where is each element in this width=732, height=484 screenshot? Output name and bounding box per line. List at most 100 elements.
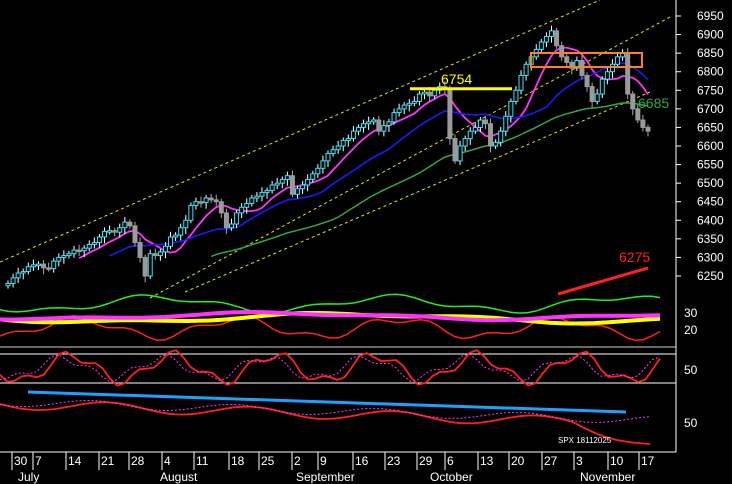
candle-body [482,119,488,125]
support-label: 6685 [638,95,669,111]
price-axis: 6950 6900 6850 6800 6750 6700 6650 6600 6550 6500… [676,9,724,430]
candle-body [513,89,519,102]
x-tick-label: 17 [641,454,655,468]
candle-body [640,119,646,128]
candle-body [152,253,158,257]
y-tick-label: 6650 [697,120,724,134]
candle-body [132,225,138,244]
candle-body [284,175,290,180]
candle-body [218,201,224,214]
candle-body [625,52,631,95]
candle-body [5,282,11,287]
candle-body [168,236,174,247]
candle-body [447,87,453,140]
sma-fast-line [78,46,649,259]
candle-body [416,93,422,102]
candle-body [604,71,610,80]
indicator-panel-2 [0,349,661,387]
candle-body [102,230,108,238]
candle-body [81,247,87,252]
x-tick-label: 28 [131,454,145,468]
sma-mid-line [109,61,649,257]
x-tick-label: 3 [576,454,583,468]
x-tick-label: 25 [261,454,275,468]
candle-body [498,130,504,143]
candle-body [213,199,219,203]
candle-body [274,182,280,186]
x-tick-label: 30 [14,454,28,468]
y-tick-label: 6550 [697,158,724,172]
candle-body [25,266,31,273]
trend-channel [0,0,673,299]
target-line [557,266,649,296]
candle-body [51,260,57,270]
panel1-tick-label: 30 [684,306,698,320]
candle-body [589,86,595,102]
x-tick-label: 20 [511,454,525,468]
candle-body [71,249,77,255]
candle-body [320,160,326,169]
candle-body [630,93,636,110]
x-tick-label: 9 [320,454,327,468]
candles [5,25,651,289]
x-tick-label: 7 [35,454,42,468]
channel-line [149,15,673,299]
candle-body [193,201,199,206]
candle-body [107,230,113,233]
candle-body [41,263,47,269]
x-tick-label: 21 [101,454,115,468]
candle-body [645,126,651,132]
y-tick-label: 6250 [697,269,724,283]
candle-body [391,112,397,123]
candle-body [142,256,148,277]
candle-body [376,119,382,132]
month-label: September [296,470,355,484]
x-tick-label: 2 [294,454,301,468]
candle-body [503,115,509,132]
candle-body [432,89,438,97]
candle-body [61,255,67,258]
candle-body [523,63,529,76]
x-tick-label: 27 [544,454,558,468]
candle-body [381,125,387,132]
breakout-box [530,52,643,68]
y-tick-label: 6750 [697,83,724,97]
candle-body [335,145,341,151]
candle-body [15,272,21,279]
candle-body [66,253,72,257]
panel1-magenta-line [0,309,661,323]
panel2-magenta-line [0,353,661,383]
x-tick-label: 6 [447,454,454,468]
candle-body [162,245,168,253]
x-tick-label: 11 [196,454,209,468]
candle-body [259,191,265,197]
candle-body [30,264,36,268]
candle-body [538,41,544,50]
candle-body [564,56,570,63]
candle-body [56,256,62,262]
y-tick-label: 6700 [697,102,724,116]
x-tick-label: 13 [480,454,494,468]
candle-body [330,149,336,154]
month-label: August [160,470,198,484]
x-tick-label: 18 [231,454,245,468]
candle-body [249,197,255,205]
candle-body [147,253,153,277]
x-tick-label: 10 [610,454,624,468]
candle-body [345,138,351,141]
candle-body [91,242,97,245]
moving-averages [78,46,649,259]
candle-body [289,175,295,195]
candle-body [239,206,245,214]
candle-body [584,74,590,88]
sma-slow-line [210,102,649,258]
candle-body [264,190,270,193]
candle-body [396,108,402,114]
y-tick-label: 6950 [697,9,724,23]
x-tick-label: 16 [355,454,369,468]
candle-body [548,30,554,37]
y-tick-label: 6500 [697,176,724,190]
candle-body [188,204,194,221]
candle-body [401,104,407,110]
candle-body [594,93,600,102]
